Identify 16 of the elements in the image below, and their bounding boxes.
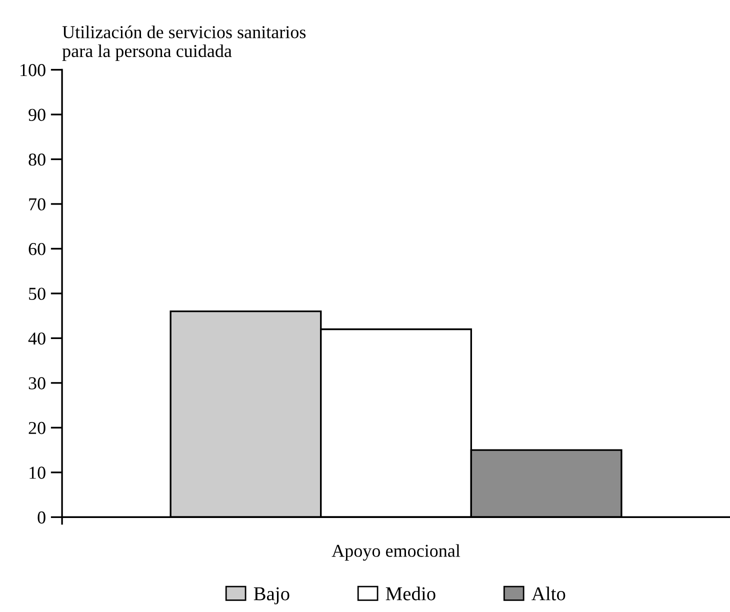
y-tick-label: 0 bbox=[38, 511, 46, 524]
legend-label: Medio bbox=[386, 586, 436, 600]
y-tick-label: 20 bbox=[28, 422, 46, 434]
y-tick-label: 30 bbox=[28, 377, 46, 390]
y-tick-label: 10 bbox=[30, 466, 46, 479]
x-axis-title: Apoyo emocional bbox=[332, 544, 460, 561]
y-tick-label: 80 bbox=[28, 154, 46, 166]
y-tick-label: 40 bbox=[28, 332, 46, 345]
legend-label: Bajo bbox=[254, 587, 290, 604]
legend-label: Alto bbox=[532, 586, 566, 600]
y-axis-title: Utilización de servicios sanitarios para la persona cuidada bbox=[62, 26, 306, 61]
y-tick-label: 70 bbox=[29, 198, 46, 210]
y-tick-label: 90 bbox=[28, 108, 46, 121]
y-tick-label: 60 bbox=[28, 242, 46, 256]
y-tick-label: 50 bbox=[29, 288, 46, 300]
y-tick-label: 100 bbox=[20, 64, 46, 76]
